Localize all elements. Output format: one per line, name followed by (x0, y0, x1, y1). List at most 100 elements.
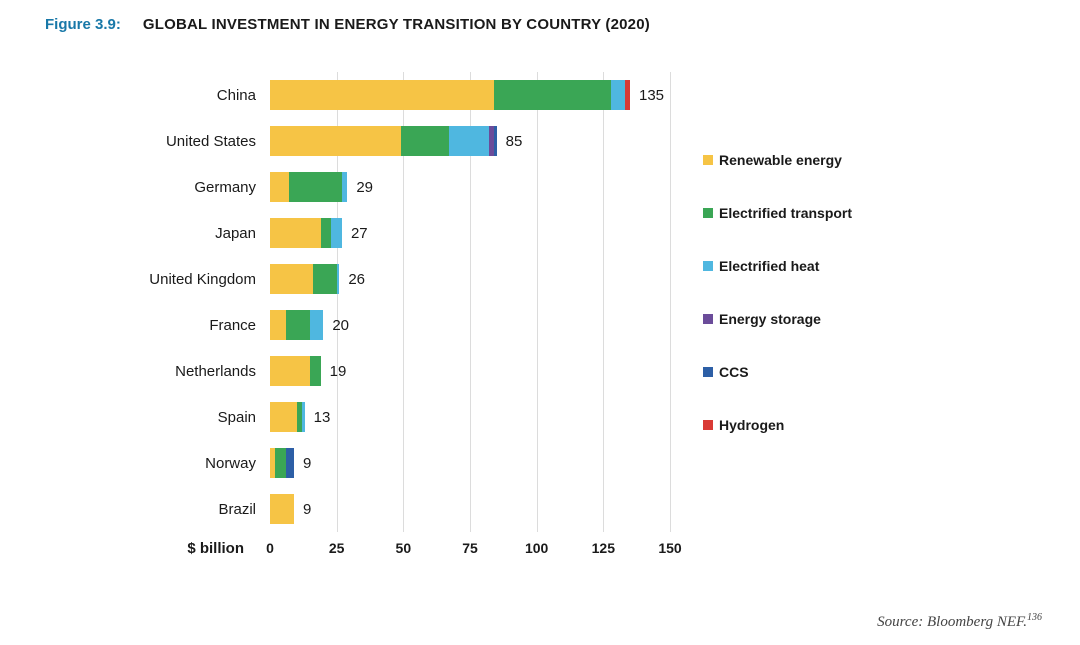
bar-track: 135 (270, 80, 664, 110)
value-label: 26 (348, 270, 365, 288)
bar-row: Brazil 9 (55, 486, 715, 532)
axis-tick: 50 (395, 540, 412, 556)
value-label: 9 (302, 454, 312, 472)
bar-segment (270, 494, 294, 524)
legend-item: Hydrogen (703, 417, 852, 433)
axis-tick: 25 (328, 540, 345, 556)
value-label: 85 (505, 132, 523, 150)
country-label: Japan (215, 224, 256, 242)
bar-row: France 20 (55, 302, 715, 348)
axis-tick: 125 (591, 540, 616, 556)
bar-track: 26 (270, 264, 365, 294)
bar-row: Netherlands 19 (55, 348, 715, 394)
bar-rows: China 135 United States 85 Germany 29 Japan 27 U… (55, 72, 715, 532)
stacked-bar (270, 218, 342, 248)
bar-segment (611, 80, 625, 110)
stacked-bar (270, 264, 340, 294)
bar-row: United States 85 (55, 118, 715, 164)
source-footnote: 136 (1027, 612, 1042, 623)
bar-segment (270, 310, 286, 340)
stacked-bar (270, 80, 630, 110)
legend-item: Electrified heat (703, 258, 852, 274)
legend-item: CCS (703, 364, 852, 380)
bar-row: Norway 9 (55, 440, 715, 486)
bar-segment (270, 356, 310, 386)
gridline (403, 72, 405, 532)
x-axis: $ billion 0 25 50 75 100 125 150 (55, 540, 715, 562)
stacked-bar (270, 402, 305, 432)
legend-swatch (703, 367, 713, 377)
axis-tick: 75 (462, 540, 478, 556)
country-label: China (216, 86, 256, 104)
country-label: Brazil (218, 500, 256, 518)
country-label: Spain (217, 408, 256, 426)
value-label: 27 (350, 224, 368, 242)
bar-segment (270, 126, 401, 156)
bar-segment (296, 402, 302, 432)
bar-track: 29 (270, 172, 373, 202)
country-label: United Kingdom (149, 270, 256, 288)
gridlines (270, 72, 671, 532)
bar-segment (285, 448, 294, 478)
bar-segment (312, 264, 337, 294)
legend-label: Electrified transport (719, 205, 853, 221)
value-label: 13 (313, 408, 331, 426)
value-label: 29 (356, 178, 373, 196)
gridline (336, 72, 338, 532)
legend-label: CCS (719, 364, 749, 380)
bar-segment (320, 218, 332, 248)
gridline (470, 72, 471, 532)
bar-segment (275, 448, 286, 478)
bar-segment (310, 310, 324, 340)
gridline (536, 72, 538, 532)
bar-track: 20 (270, 310, 349, 340)
bar-segment (336, 264, 340, 294)
stacked-bar (270, 126, 497, 156)
legend-swatch (703, 261, 713, 271)
bar-track: 13 (270, 402, 330, 432)
country-label: Netherlands (175, 362, 256, 380)
gridline (670, 72, 671, 532)
bar-segment (288, 172, 342, 202)
gridline (603, 72, 605, 532)
bar-row: China 135 (55, 72, 715, 118)
stacked-bar (270, 494, 294, 524)
legend-item: Renewable energy (703, 152, 852, 168)
value-label: 19 (329, 362, 347, 380)
plot-area: China 135 United States 85 Germany 29 Japan 27 U… (55, 72, 715, 532)
figure-label: Figure 3.9: (45, 16, 121, 33)
axis-ticks: 0 25 50 75 100 125 150 (266, 540, 682, 562)
bar-segment (286, 310, 310, 340)
chart-title: GLOBAL INVESTMENT IN ENERGY TRANSITION B… (142, 16, 650, 33)
axis-tick: 150 (658, 540, 682, 556)
value-label: 135 (638, 86, 665, 104)
value-label: 9 (303, 500, 312, 518)
bar-segment (400, 126, 449, 156)
axis-tick: 0 (266, 540, 274, 556)
legend: Renewable energy Electrified transport Ele… (703, 152, 852, 433)
bar-segment (270, 402, 297, 432)
bar-segment (310, 356, 321, 386)
legend-swatch (703, 208, 713, 218)
country-label: United States (165, 132, 256, 150)
bar-segment (270, 264, 313, 294)
bar-row: Germany 29 (55, 164, 715, 210)
legend-label: Hydrogen (719, 417, 785, 433)
bar-segment (270, 448, 276, 478)
bar-segment (270, 80, 494, 110)
legend-swatch (703, 314, 713, 324)
bar-segment (331, 218, 342, 248)
bar-segment (270, 218, 321, 248)
country-label: France (209, 316, 256, 334)
legend-label: Electrified heat (719, 258, 820, 274)
figure-header: Figure 3.9: GLOBAL INVESTMENT IN ENERGY … (45, 16, 650, 33)
bar-segment (341, 172, 348, 202)
value-label: 20 (332, 316, 350, 334)
stacked-bar (270, 172, 348, 202)
bar-row: Spain 13 (55, 394, 715, 440)
bar-segment (494, 80, 612, 110)
bar-track: 9 (270, 448, 311, 478)
stacked-bar (270, 310, 324, 340)
bar-row: United Kingdom 26 (55, 256, 715, 302)
bar-track: 85 (270, 126, 522, 156)
